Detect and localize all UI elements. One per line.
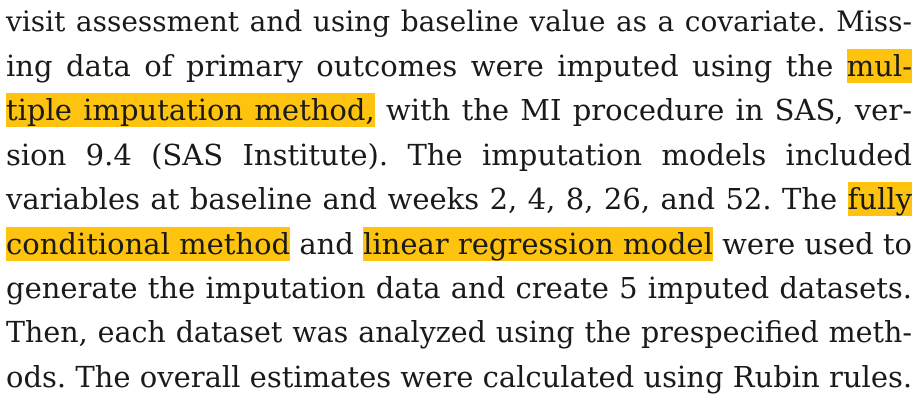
highlighted-phrase[interactable]: conditional method — [6, 227, 291, 261]
text-segment: ods. The overall estimates were calculat… — [6, 360, 913, 394]
text-line: conditional method and linear regression… — [6, 222, 912, 266]
text-segment: Then, each dataset was analyzed using th… — [6, 316, 912, 349]
text-segment: visit assessment and using baseline valu… — [6, 5, 912, 38]
highlighted-phrase[interactable]: tiple imputation method, — [6, 93, 375, 127]
text-line: tiple imputation method, with the MI pro… — [6, 88, 912, 132]
text-segment: were used to — [712, 227, 912, 261]
text-line: ing data of primary outcomes were impute… — [6, 44, 912, 88]
text-segment: generate the imputation data and create … — [6, 271, 912, 305]
text-line: Then, each dataset was analyzed using th… — [6, 311, 912, 355]
text-line: sion 9.4 (SAS Institute). The imputation… — [6, 133, 912, 177]
highlighted-phrase[interactable]: linear regression model — [363, 227, 713, 261]
text-line: generate the imputation data and create … — [6, 266, 912, 310]
highlighted-phrase[interactable]: mul- — [846, 49, 912, 83]
text-segment: ing data of primary outcomes were impute… — [6, 49, 847, 83]
highlighted-phrase[interactable]: fully — [847, 182, 912, 216]
text-segment: and — [290, 227, 364, 261]
text-segment: sion 9.4 (SAS Institute). The imputation… — [6, 138, 912, 172]
text-line: variables at baseline and weeks 2, 4, 8,… — [6, 177, 912, 221]
text-line: ods. The overall estimates were calculat… — [6, 355, 912, 399]
text-segment: variables at baseline and weeks 2, 4, 8,… — [6, 182, 848, 216]
text-segment: with the MI procedure in SAS, ver- — [374, 93, 912, 127]
text-line: visit assessment and using baseline valu… — [6, 0, 912, 44]
